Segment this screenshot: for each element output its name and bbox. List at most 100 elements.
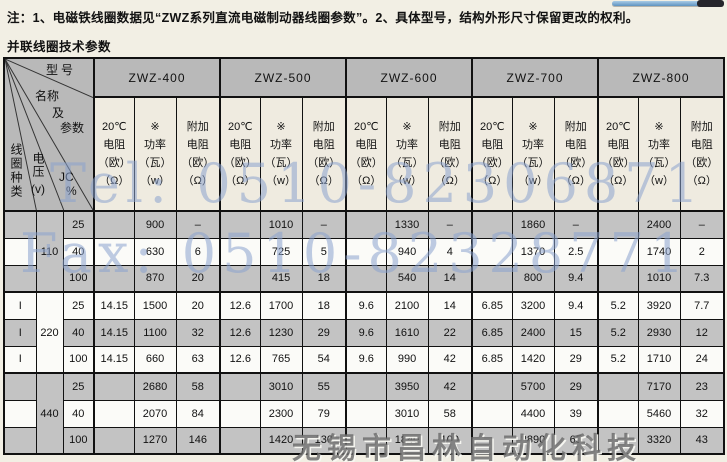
value-cell [219, 264, 261, 293]
value-cell: 79 [301, 399, 347, 428]
value-cell: 415 [259, 264, 303, 293]
parameter-header-line: （Ω） [560, 175, 591, 187]
value-cell: 7.3 [679, 264, 725, 293]
parameter-header-line: 功率 [270, 139, 293, 151]
parameter-header-line: 20℃ [353, 121, 379, 133]
value-cell: – [679, 210, 725, 239]
parameter-header-line: ※ [276, 121, 286, 133]
value-cell [93, 399, 135, 428]
parameter-header: 20℃ 电阻 （欧） （Ω） [597, 96, 639, 212]
value-cell: 12.6 [219, 291, 261, 320]
parameter-header-line: （瓦） [390, 157, 424, 169]
parameter-header: ※ 功率 （瓦） （w） [511, 96, 555, 212]
value-cell: 14 [427, 291, 473, 320]
parameter-header: 附加 电阻 （欧） （Ω） [427, 96, 473, 212]
scrollbar-track[interactable] [612, 1, 724, 6]
value-cell [471, 264, 513, 293]
value-cell: 12.6 [219, 318, 261, 347]
value-cell: 29 [301, 318, 347, 347]
value-cell: 900 [133, 210, 177, 239]
value-cell: 14.15 [93, 318, 135, 347]
value-cell: 2100 [385, 291, 429, 320]
parameter-header-line: （w） [644, 175, 674, 187]
value-cell: 4 [427, 237, 473, 266]
value-cell: 540 [385, 264, 429, 293]
value-cell: 2070 [133, 399, 177, 428]
parameter-header-line: 电阻 [438, 139, 461, 151]
value-cell: 5700 [511, 372, 555, 401]
value-cell [219, 372, 261, 401]
name-param-label-2: 及 [52, 106, 65, 120]
value-cell: 7170 [637, 372, 681, 401]
parameter-header: 20℃ 电阻 （欧） （Ω） [93, 96, 135, 212]
value-cell [93, 372, 135, 401]
jc-unit-label: % [66, 184, 77, 198]
voltage-cell: 440 [35, 372, 64, 455]
parameter-header-line: ※ [654, 121, 664, 133]
value-cell: 58 [427, 399, 473, 428]
parameter-header-line: 20℃ [101, 121, 127, 133]
parameter-header-line: （欧） [601, 157, 635, 169]
parameter-header-line: （欧） [307, 157, 341, 169]
value-cell: 1840 [385, 426, 429, 455]
value-cell: 1700 [259, 291, 303, 320]
parameter-header-line: 电阻 [186, 139, 209, 151]
value-cell: 630 [133, 237, 177, 266]
value-cell: 1270 [133, 426, 177, 455]
value-cell [597, 264, 639, 293]
model-axis-label: 型号 [46, 63, 77, 77]
value-cell: – [301, 210, 347, 239]
value-cell: 1740 [637, 237, 681, 266]
value-cell [597, 426, 639, 455]
voltage-axis-label: 电压 [31, 152, 45, 178]
value-cell: 3320 [637, 426, 681, 455]
value-cell: 20 [175, 291, 221, 320]
value-cell [345, 372, 387, 401]
model-header: ZWZ-800 [597, 57, 725, 98]
parameter-header-row: 20℃ 电阻 （欧） （Ω） ※ 功率 （瓦） （w） 附加 电阻 （欧） （Ω） 20℃ 电阻 （欧） （Ω… [4, 96, 725, 212]
value-cell [471, 399, 513, 428]
jc-axis-label: JC [59, 170, 74, 184]
parallel-coil-parameters-table: 型号 名称 及 参数 线圈种类 电压 (v) JC % ZWZ-400 ZWZ-5… [3, 57, 726, 455]
parameter-header-line: 功率 [144, 139, 167, 151]
value-cell: 6.85 [471, 291, 513, 320]
value-cell: 2680 [133, 372, 177, 401]
table-row: I 220 25 14.15 1500 20 12.6 1700 18 9.6 2100 14 6.85… [3, 291, 725, 374]
value-cell [471, 210, 513, 239]
value-cell [597, 399, 639, 428]
jc-cell: 100 [62, 264, 95, 293]
parameter-header-line: 电阻 [312, 139, 335, 151]
value-cell: 29 [553, 372, 599, 401]
parameter-header-line: （瓦） [138, 157, 172, 169]
value-cell: 765 [259, 345, 303, 374]
parameter-header-line: 电阻 [607, 139, 630, 151]
parameter-header-line: （瓦） [642, 157, 676, 169]
jc-cell: 25 [62, 291, 95, 320]
table-row: 100 870 20 415 18 540 14 800 9.4 1010 7.3 [3, 264, 725, 293]
value-cell: 9.6 [345, 345, 387, 374]
value-cell [219, 426, 261, 455]
value-cell: 3920 [637, 291, 681, 320]
parameter-header-line: ※ [402, 121, 412, 133]
value-cell: 54 [301, 345, 347, 374]
value-cell: 725 [259, 237, 303, 266]
value-cell: 2300 [259, 399, 303, 428]
value-cell [597, 210, 639, 239]
value-cell: 12.6 [219, 345, 261, 374]
parameter-header-line: （欧） [559, 157, 593, 169]
parameter-header-line: （欧） [685, 157, 719, 169]
value-cell: 1420 [259, 426, 303, 455]
scrollbar-thumb[interactable] [697, 0, 724, 7]
value-cell: 3010 [385, 399, 429, 428]
parameter-header-line: （Ω） [99, 175, 130, 187]
value-cell [471, 426, 513, 455]
jc-cell: 100 [62, 426, 95, 455]
parameter-header-line: （欧） [97, 157, 131, 169]
table-row: 110 25 900–1010–1330–1860–2400– [3, 210, 725, 293]
parameter-header: ※ 功率 （瓦） （w） [133, 96, 177, 212]
parameter-header-line: 电阻 [355, 139, 378, 151]
value-cell [219, 237, 261, 266]
value-cell: 2400 [511, 318, 555, 347]
value-cell: 2 [679, 237, 725, 266]
value-cell [345, 237, 387, 266]
